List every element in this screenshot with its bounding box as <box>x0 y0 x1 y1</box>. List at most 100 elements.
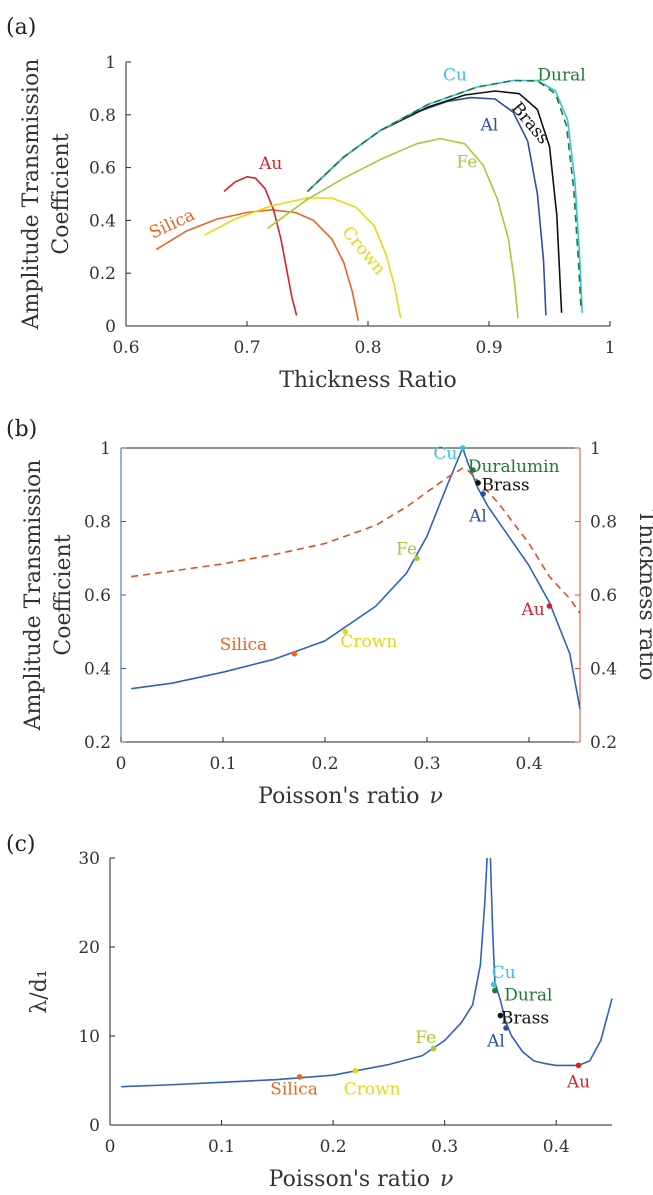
series-line-fe <box>267 137 519 319</box>
series-line-curve-1 <box>489 857 613 1067</box>
y-tick-label: 0 <box>89 1116 100 1136</box>
series-label-silica: Silica <box>146 205 198 243</box>
x-tick-label: 0.6 <box>112 338 139 358</box>
y-tick-label: 0.2 <box>84 733 111 753</box>
y-tick-label: 0.8 <box>84 513 111 533</box>
point-label-dural: Dural <box>504 985 552 1005</box>
data-point-crown <box>342 628 349 635</box>
x-axis-label: Poisson's ratio ν <box>258 784 443 809</box>
x-tick-label: 0.3 <box>431 1137 458 1157</box>
point-label-duralumin: Duralumin <box>468 457 560 477</box>
data-point-brass <box>475 480 481 486</box>
series-line-right-1 <box>131 467 581 614</box>
point-label-silica: Silica <box>220 635 268 655</box>
point-label-crown: Crown <box>344 1080 401 1100</box>
y-tick-label: 0.6 <box>89 159 116 179</box>
x-tick-label: 0 <box>116 754 127 774</box>
right-y-tick-label: 0.2 <box>590 733 617 753</box>
panel-a-chart: (a) 0.6 0.7 0.8 0.9 1 0 0.2 0.4 0.6 0.8 1 Thickness … <box>6 15 615 393</box>
y-axis-label: Amplitude Transmission <box>21 460 46 732</box>
series-label-au: Au <box>258 154 282 174</box>
x-tick-label: 0.4 <box>515 754 542 774</box>
y-tick-label: 1 <box>105 53 116 73</box>
series-line-curve-0 <box>121 857 488 1088</box>
panel-label: (b) <box>6 417 37 442</box>
point-label-brass: Brass <box>481 476 529 496</box>
data-point-fe <box>414 555 420 562</box>
x-tick-label: 0.8 <box>354 338 381 358</box>
y-tick-label: 0 <box>105 317 116 337</box>
x-tick-label: 1 <box>605 338 616 358</box>
y-tick-label: 0.4 <box>84 660 111 680</box>
data-point-al <box>503 1025 509 1031</box>
point-label-cu: Cu <box>433 444 457 464</box>
x-tick-label: 0.1 <box>209 754 236 774</box>
x-tick-label: 0.3 <box>413 754 440 774</box>
right-y-tick-label: 0.6 <box>590 586 617 606</box>
data-point-silica <box>296 1074 303 1080</box>
y-tick-label: 0.2 <box>89 264 116 284</box>
y-axis-label: Coefficient <box>49 133 74 254</box>
y-tick-label: 20 <box>78 938 100 958</box>
x-axis-symbol: ν <box>440 1167 453 1192</box>
y-tick-label: 0.6 <box>84 586 111 606</box>
x-tick-label: 0.2 <box>311 754 338 774</box>
data-point-dural <box>492 987 498 994</box>
y-tick-label: 10 <box>78 1027 100 1047</box>
right-y-axis-label: Thickness ratio <box>634 509 653 680</box>
x-tick-label: 0.9 <box>475 338 502 358</box>
y-axis-label: λ/d₁ <box>27 969 52 1013</box>
right-y-tick-label: 1 <box>590 439 601 459</box>
data-point-silica <box>291 651 298 657</box>
series-line-left-0 <box>131 447 581 710</box>
y-axis-label: Coefficient <box>51 534 76 655</box>
right-y-tick-label: 0.4 <box>590 660 617 680</box>
x-tick-label: 0 <box>105 1137 116 1157</box>
point-label-al: Al <box>486 1032 505 1052</box>
series-label-cu: Cu <box>443 65 467 85</box>
y-tick-label: 0.8 <box>89 106 116 126</box>
point-label-brass: Brass <box>501 1009 549 1029</box>
data-point-au <box>575 1062 582 1069</box>
right-y-tick-label: 0.8 <box>590 513 617 533</box>
point-label-cu: Cu <box>492 963 516 983</box>
data-point-au <box>546 603 553 609</box>
data-point-fe <box>430 1045 437 1052</box>
panel-c-chart: (c) 0 0.1 0.2 0.3 0.4 0 10 20 30 Poisson's ratio ν λ… <box>6 832 613 1192</box>
series-label-brass: Brass <box>507 99 553 149</box>
y-tick-label: 30 <box>78 849 100 869</box>
x-axis-label: Thickness Ratio <box>279 368 457 393</box>
panel-label: (a) <box>6 15 36 40</box>
series-line-au <box>223 176 298 316</box>
point-label-al: Al <box>468 507 487 527</box>
data-point-brass <box>497 1012 504 1019</box>
series-label-dural: Dural <box>537 65 585 85</box>
point-label-fe: Fe <box>396 540 417 560</box>
point-label-silica: Silica <box>270 1080 318 1100</box>
y-axis-label: Amplitude Transmission <box>19 59 44 331</box>
point-label-au: Au <box>520 600 544 620</box>
point-label-crown: Crown <box>340 632 397 652</box>
data-point-al <box>480 491 486 497</box>
panel-label: (c) <box>6 832 36 857</box>
series-label-al: Al <box>480 116 499 136</box>
panel-b-chart: (b) 0 0.1 0.2 0.3 0.4 0.2 0.4 0.6 0.8 1 0.2 0.4 0.6 0.… <box>6 417 653 809</box>
y-tick-label: 0.4 <box>89 211 116 231</box>
point-label-fe: Fe <box>415 1028 436 1048</box>
x-axis-symbol: ν <box>429 784 442 809</box>
data-point-crown <box>352 1067 359 1074</box>
x-tick-label: 0.7 <box>233 338 260 358</box>
y-tick-label: 1 <box>100 439 111 459</box>
x-tick-label: 0.4 <box>543 1137 570 1157</box>
x-tick-label: 0.2 <box>320 1137 347 1157</box>
x-axis-label: Poisson's ratio ν <box>269 1167 454 1192</box>
series-line-dural <box>306 79 582 308</box>
x-tick-label: 0.1 <box>208 1137 235 1157</box>
data-point-duralumin <box>470 467 476 473</box>
series-line-al <box>306 96 547 316</box>
series-line-silica <box>155 209 360 321</box>
series-line-crown <box>204 197 402 319</box>
data-point-cu <box>490 981 497 988</box>
point-label-au: Au <box>566 1073 590 1093</box>
